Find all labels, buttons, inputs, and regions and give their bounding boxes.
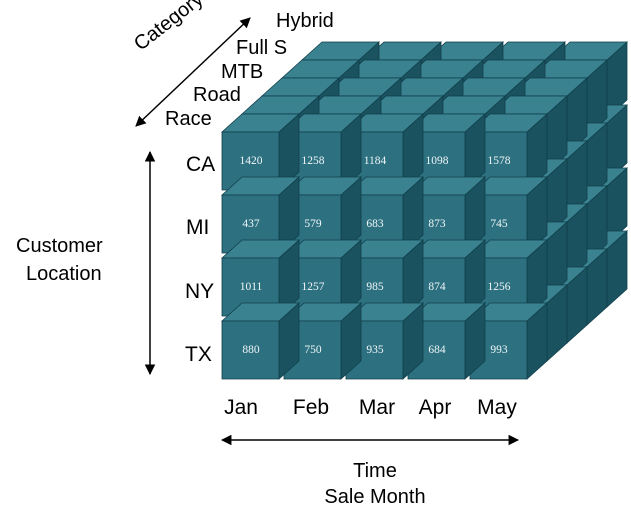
cell-value: 1256 [487,281,511,293]
month-label-apr: Apr [418,396,452,419]
cell-value: 1258 [301,155,325,167]
category-label-road: Road [193,84,241,106]
month-label-mar: Mar [358,396,396,419]
month-label-feb: Feb [292,396,330,419]
cell-value: 683 [366,218,384,230]
category-axis-arrow [135,17,251,127]
cell-value: 993 [490,344,508,356]
cell-value: 1420 [239,155,263,167]
time-axis-label-line1: Time [353,460,397,482]
month-label-may: May [477,396,517,419]
cell-value: 873 [428,218,446,230]
cube-front-face [221,320,280,380]
category-label-mtb: MTB [221,61,264,83]
cell-value: 985 [366,281,384,293]
cell-value: 935 [366,344,384,356]
cell-value: 745 [490,218,508,230]
category-label-race: Race [165,108,212,130]
location-label-ca: CA [186,153,216,176]
time-axis-label-line2: Sale Month [324,486,426,508]
cell-value: 579 [304,218,322,230]
category-label-full-s: Full S [236,37,288,59]
location-label-ny: NY [185,280,215,303]
cell-value: 437 [242,218,260,230]
category-label-hybrid: Hybrid [276,10,334,32]
location-label-mi: MI [186,216,210,239]
cell-value: 750 [304,344,322,356]
cell-value: 1098 [425,155,449,167]
cell-value: 1578 [487,155,511,167]
cell-value: 874 [428,281,446,293]
cell-value: 1011 [239,281,263,293]
cell-value: 1257 [301,281,325,293]
month-label-jan: Jan [224,396,258,419]
cell-value: 880 [242,344,260,356]
location-label-tx: TX [185,343,212,366]
location-axis-label-line2: Location [26,263,102,285]
location-axis-label-line1: Customer [16,235,103,257]
cell-value: 684 [428,344,446,356]
cell-value: 1184 [363,155,387,167]
